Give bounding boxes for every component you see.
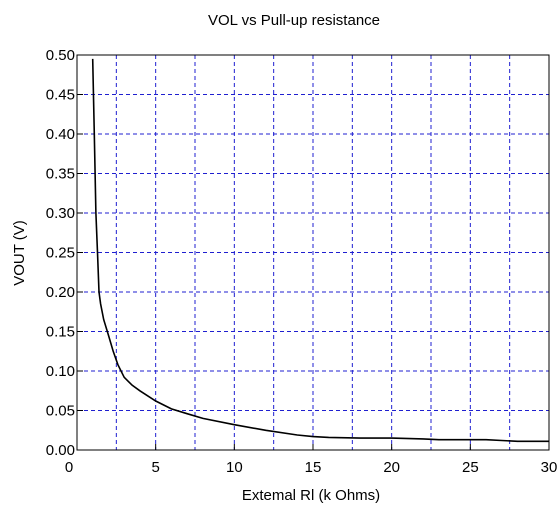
- x-tick-label-3: 15: [305, 459, 322, 476]
- y-tick-label-5: 0.25: [46, 245, 75, 262]
- chart-title: VOL vs Pull-up resistance: [208, 12, 380, 29]
- x-tick-label-1: 5: [151, 459, 159, 476]
- y-tick-label-2: 0.10: [46, 363, 75, 380]
- x-tick-label-2: 10: [226, 459, 243, 476]
- x-axis-label: Extemal Rl (k Ohms): [242, 487, 380, 504]
- y-tick-label-4: 0.20: [46, 284, 75, 301]
- y-tick-label-3: 0.15: [46, 324, 75, 341]
- y-tick-label-9: 0.45: [46, 87, 75, 104]
- x-tick-label-4: 20: [383, 459, 400, 476]
- grid-layer: [76, 54, 550, 451]
- y-tick-label-0: 0.00: [46, 442, 75, 459]
- x-tick-label-0: 0: [65, 459, 73, 476]
- series-line: [91, 58, 549, 443]
- y-tick-label-7: 0.35: [46, 166, 75, 183]
- y-tick-label-10: 0.50: [46, 47, 75, 64]
- y-axis-label: VOUT (V): [11, 220, 28, 286]
- tick-layer: 0 5 10 15 20 25 30 0.00 0.05 0.10 0.15 0.20 0.25 0.30…: [46, 47, 558, 476]
- y-tick-label-1: 0.05: [46, 403, 75, 420]
- y-tick-label-8: 0.40: [46, 126, 75, 143]
- x-tick-label-5: 25: [462, 459, 479, 476]
- x-tick-label-6: 30: [541, 459, 558, 476]
- y-tick-label-6: 0.30: [46, 205, 75, 222]
